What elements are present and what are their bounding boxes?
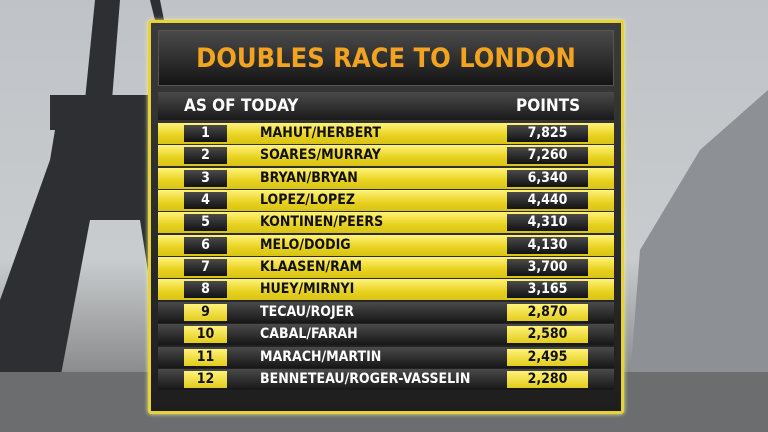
table-row: 2 SOARES/MURRAY 7,260 xyxy=(158,145,614,167)
header-as-of-today: AS OF TODAY xyxy=(184,96,299,116)
table-row: 3 BRYAN/BRYAN 6,340 xyxy=(158,167,614,189)
team-name: MAHUT/HERBERT xyxy=(260,125,381,141)
table-row: 4 LOPEZ/LOPEZ 4,440 xyxy=(158,190,614,212)
team-name: BRYAN/BRYAN xyxy=(260,169,358,186)
table-row: 9 TECAU/ROJER 2,870 xyxy=(158,301,614,323)
rank-box: 10 xyxy=(184,326,227,344)
standings-panel: DOUBLES RACE TO LONDON AS OF TODAY POINT… xyxy=(148,20,624,414)
team-name: TECAU/ROJER xyxy=(260,303,354,320)
points-box: 4,130 xyxy=(507,236,588,254)
rank-box: 7 xyxy=(184,259,227,277)
points-box: 4,310 xyxy=(507,214,588,232)
team-name: SOARES/MURRAY xyxy=(260,147,381,164)
rank-box: 4 xyxy=(184,192,227,210)
points-box: 2,280 xyxy=(507,370,588,388)
points-box: 4,440 xyxy=(507,192,588,210)
rank-box: 11 xyxy=(184,348,227,366)
points-box: 7,260 xyxy=(507,147,588,165)
table-header: AS OF TODAY POINTS xyxy=(158,92,614,120)
points-box: 2,870 xyxy=(507,303,588,321)
rocks-image xyxy=(630,90,768,390)
header-points: POINTS xyxy=(516,96,581,116)
team-name: KONTINEN/PEERS xyxy=(260,214,384,231)
points-box: 3,700 xyxy=(507,259,588,277)
table-row: 10 CABAL/FARAH 2,580 xyxy=(158,324,614,346)
team-name: LOPEZ/LOPEZ xyxy=(260,192,355,209)
table-row: 6 MELO/DODIG 4,130 xyxy=(158,234,614,256)
table-row: 8 HUEY/MIRNYI 3,165 xyxy=(158,279,614,301)
points-box: 2,580 xyxy=(507,326,588,344)
team-name: CABAL/FARAH xyxy=(260,326,358,343)
rank-box: 8 xyxy=(184,281,227,299)
rank-box: 9 xyxy=(184,303,227,321)
table-row: 5 KONTINEN/PEERS 4,310 xyxy=(158,212,614,234)
table-row: 7 KLAASEN/RAM 3,700 xyxy=(158,257,614,279)
points-box: 3,165 xyxy=(507,281,588,299)
points-box: 6,340 xyxy=(507,169,588,187)
table-row: 11 MARACH/MARTIN 2,495 xyxy=(158,346,614,368)
table-row: 12 BENNETEAU/ROGER-VASSELIN 2,280 xyxy=(158,368,614,390)
rank-box: 12 xyxy=(184,370,227,388)
team-name: MARACH/MARTIN xyxy=(260,348,382,365)
rank-box: 1 xyxy=(184,125,227,142)
table-row: 1 MAHUT/HERBERT 7,825 xyxy=(158,123,614,144)
rank-box: 5 xyxy=(184,214,227,232)
panel-title: DOUBLES RACE TO LONDON xyxy=(158,30,614,86)
team-name: HUEY/MIRNYI xyxy=(260,281,355,298)
rank-box: 6 xyxy=(184,236,227,254)
team-name: KLAASEN/RAM xyxy=(260,259,363,276)
rank-box: 2 xyxy=(184,147,227,165)
team-name: BENNETEAU/ROGER-VASSELIN xyxy=(260,370,471,387)
points-box: 2,495 xyxy=(507,348,588,366)
rank-box: 3 xyxy=(184,169,227,187)
points-box: 7,825 xyxy=(507,125,588,142)
team-name: MELO/DODIG xyxy=(260,236,351,253)
